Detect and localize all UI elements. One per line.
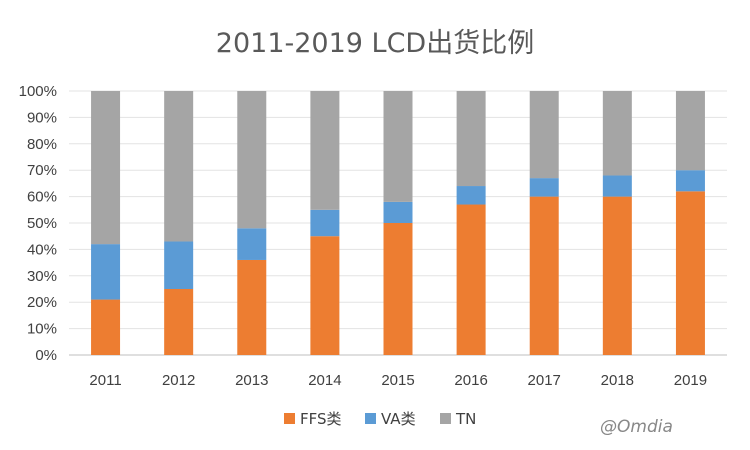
x-tick-label: 2019: [674, 372, 707, 389]
y-tick-label: 100%: [19, 83, 57, 100]
legend-swatch: [284, 413, 295, 424]
y-tick-label: 60%: [27, 189, 57, 206]
legend-label: TN: [455, 410, 476, 428]
x-tick-label: 2017: [528, 372, 561, 389]
y-tick-label: 40%: [27, 241, 57, 258]
bar-segment: [310, 91, 340, 210]
x-tick-label: 2018: [601, 372, 634, 389]
chart-title: 2011-2019 LCD出货比例: [216, 28, 534, 59]
bar-segment: [675, 170, 705, 192]
bar-segment: [310, 209, 340, 237]
x-tick-label: 2015: [381, 372, 414, 389]
bar-segment: [237, 259, 267, 355]
legend: FFS类 VA类 TN: [284, 410, 476, 428]
bar-segment: [237, 91, 267, 229]
y-axis-ticks: 0% 10% 20% 30% 40% 50% 60% 70% 80% 90% 100%: [19, 83, 57, 364]
bar-segment: [164, 241, 194, 289]
bar-segment: [675, 91, 705, 171]
bar-segment: [602, 175, 632, 197]
y-tick-label: 0%: [35, 347, 57, 364]
bar-segment: [456, 91, 486, 187]
bar-segment: [310, 236, 340, 355]
x-tick-label: 2014: [308, 372, 341, 389]
bar-segment: [529, 196, 559, 355]
bar-segment: [91, 244, 121, 300]
bars: [91, 91, 705, 355]
bar-segment: [456, 186, 486, 205]
bar-segment: [383, 223, 413, 355]
y-tick-label: 30%: [27, 268, 57, 285]
x-tick-label: 2013: [235, 372, 268, 389]
y-tick-label: 90%: [27, 109, 57, 126]
bar-segment: [91, 299, 121, 355]
y-tick-label: 20%: [27, 294, 57, 311]
bar-segment: [456, 204, 486, 355]
y-tick-label: 80%: [27, 136, 57, 153]
y-tick-label: 10%: [27, 321, 57, 338]
legend-swatch: [365, 413, 376, 424]
bar-segment: [602, 196, 632, 355]
bar-segment: [675, 191, 705, 355]
x-tick-label: 2016: [454, 372, 487, 389]
legend-label: FFS类: [300, 410, 342, 428]
bar-segment: [383, 91, 413, 202]
bar-segment: [383, 201, 413, 223]
legend-swatch: [440, 413, 451, 424]
y-tick-label: 50%: [27, 215, 57, 232]
bar-segment: [237, 228, 267, 260]
watermark: @Omdia: [600, 417, 673, 437]
bar-segment: [529, 91, 559, 179]
x-tick-label: 2011: [89, 372, 121, 389]
y-tick-label: 70%: [27, 162, 57, 179]
bar-segment: [164, 91, 194, 242]
bar-segment: [91, 91, 121, 245]
x-tick-label: 2012: [162, 372, 195, 389]
legend-label: VA类: [381, 410, 416, 428]
x-axis-ticks: 2011 2012 2013 2014 2015 2016 2017 2018 2019: [89, 372, 707, 389]
bar-segment: [164, 289, 194, 355]
bar-segment: [529, 178, 559, 197]
bar-segment: [602, 91, 632, 176]
